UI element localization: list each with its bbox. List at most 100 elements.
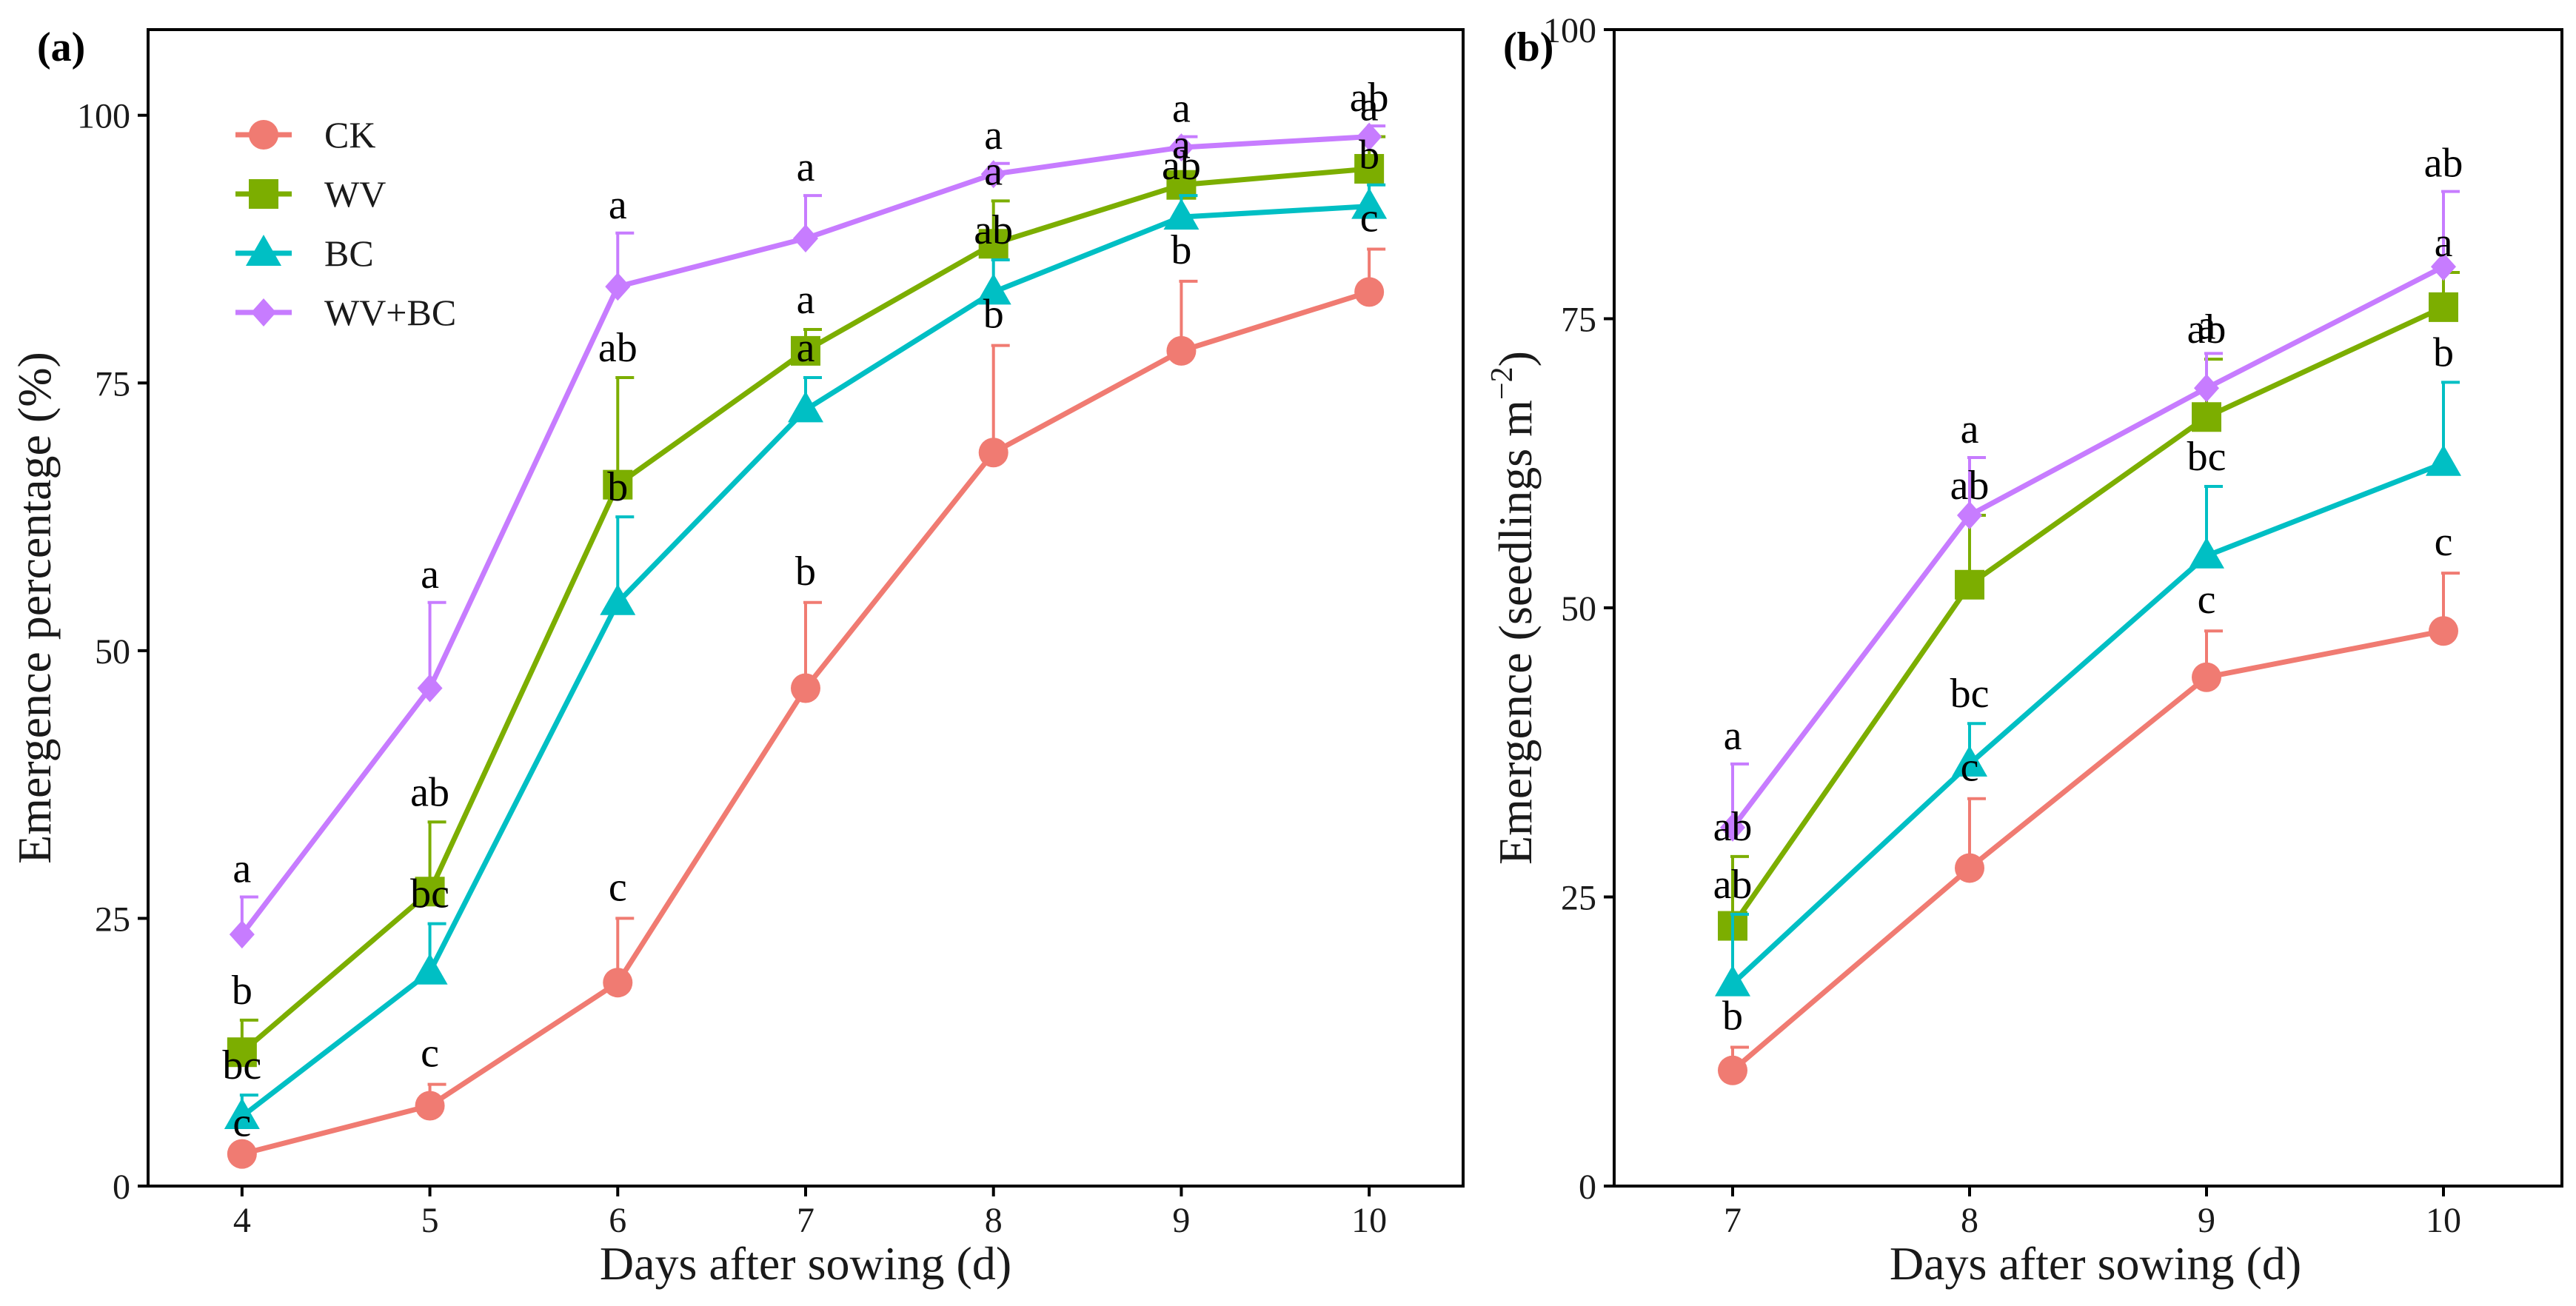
panel-a-point-wv-plus-bc xyxy=(229,920,255,949)
panel-a-sig-letter: bc xyxy=(410,871,449,917)
panel-b-series-wv xyxy=(1718,271,2460,941)
legend-item-bc: BC xyxy=(235,232,374,274)
panel-b-x-tick-label: 8 xyxy=(1961,1201,1978,1240)
panel-a-sig-letter: b xyxy=(795,549,816,595)
legend-label: WV+BC xyxy=(324,292,456,333)
panel-a-point-bc xyxy=(224,1097,260,1129)
panel-b-y-axis-title-sup: −2 xyxy=(1485,366,1519,400)
panel-a-sig-letter: ab xyxy=(974,207,1013,253)
panel-b-sig-letter: ab xyxy=(1950,463,1990,509)
panel-a-sig-letter: b xyxy=(232,968,252,1014)
panel-a-point-wv-plus-bc xyxy=(1168,133,1194,162)
panel-b-x-tick-label: 9 xyxy=(2198,1201,2215,1240)
panel-b-point-wv-plus-bc xyxy=(1957,501,1982,530)
panel-b-y-tick-label: 0 xyxy=(1579,1168,1596,1207)
panel-b-letters-wv-plus-bc: a a a ab xyxy=(1724,141,2463,759)
panel-a-sig-letter: a xyxy=(421,552,439,597)
panel-a-point-wv-plus-bc xyxy=(605,272,631,301)
panel-a-x-tick-label: 5 xyxy=(421,1201,439,1240)
panel-a-sig-letter: c xyxy=(421,1031,439,1076)
panel-a-point-bc xyxy=(1163,198,1200,230)
panel-b-point-bc xyxy=(2189,537,2224,569)
panel-b-y-tick-label: 25 xyxy=(1561,879,1596,918)
panel-a-sig-letter: a xyxy=(797,277,815,323)
panel-a-point-ck xyxy=(1166,335,1197,366)
panel-b-point-wv-plus-bc xyxy=(2431,252,2456,281)
panel-a-sig-letter: ab xyxy=(410,769,449,815)
panel-a-point-ck xyxy=(415,1091,445,1121)
panel-a-x-axis-title: Days after sowing (d) xyxy=(600,1237,1011,1290)
panel-b-y-tick-label: 75 xyxy=(1561,301,1596,340)
panel-a-x-tick-label: 7 xyxy=(797,1201,814,1240)
panel-a-y-axis-title: Emergence percentage (%) xyxy=(8,352,61,864)
panel-b-y-axis-title: Emergence (seedlings m−2) xyxy=(1485,351,1542,865)
panel-a-series-wv-plus-bc xyxy=(229,122,1386,949)
legend-marker xyxy=(249,120,278,150)
legend-item-wv: WV xyxy=(235,173,386,215)
panel-b-x-tick-label: 7 xyxy=(1724,1201,1742,1240)
panel-b-sig-letter: bc xyxy=(1950,671,1990,717)
legend-label: BC xyxy=(324,232,374,274)
panel-a-sig-letter: bc xyxy=(222,1042,261,1088)
panel-b-sig-letter: b xyxy=(2433,329,2454,375)
panel-a-point-ck xyxy=(227,1139,257,1169)
panel-b-series-wv-plus-bc xyxy=(1720,190,2460,842)
panel-b-sig-letter: ab xyxy=(1713,804,1753,850)
panel-b-y-axis-title-main: Emergence (seedlings m xyxy=(1489,400,1542,865)
panel-a-sig-letter: a xyxy=(1172,121,1191,167)
panel-a-point-ck xyxy=(791,673,820,703)
panel-a-series-bc xyxy=(224,183,1388,1129)
panel-a-sig-letter: a xyxy=(1360,84,1379,130)
panel-b-point-ck xyxy=(1718,1055,1747,1085)
legend-marker xyxy=(249,179,278,209)
panel-a-y-tick-label: 75 xyxy=(95,364,130,403)
panel-b-series-bc xyxy=(1715,381,2461,997)
panel-a-sig-letter: ab xyxy=(1162,143,1201,189)
panel-a-sig-letter: b xyxy=(1359,133,1379,178)
legend-item-ck: CK xyxy=(235,114,375,155)
panel-a-point-bc xyxy=(412,953,448,985)
panel-a-sig-letter: ab xyxy=(1350,75,1389,121)
panel-b-line-wv-plus-bc xyxy=(1730,264,2445,829)
panel-b-point-ck xyxy=(2192,662,2221,692)
panel-b-series-ck xyxy=(1718,572,2460,1085)
panel-b-line-bc xyxy=(1730,461,2445,986)
panel-a-point-bc xyxy=(975,273,1011,305)
panel-b-y-tick-label: 100 xyxy=(1543,11,1596,50)
panel-a-sig-letter: c xyxy=(609,864,627,910)
panel-b-point-wv xyxy=(1955,569,1984,600)
panel-a-y-tick-label: 0 xyxy=(113,1168,130,1207)
panel-a-sig-letter: a xyxy=(797,144,815,190)
panel-a-sig-letter: a xyxy=(1172,86,1191,132)
panel-a-point-bc xyxy=(600,583,636,615)
panel-a-sig-letter: a xyxy=(609,182,627,228)
legend-label: CK xyxy=(324,114,375,155)
panel-b-point-ck xyxy=(2429,616,2458,646)
panel-a-sig-letter: a xyxy=(797,325,815,371)
panel-b-x-axis-title: Days after sowing (d) xyxy=(1890,1237,2301,1290)
panel-b-sig-letter: ab xyxy=(2424,141,2463,187)
panel-b-x-tick-label: 10 xyxy=(2426,1201,2461,1240)
panel-b-sig-letter: a xyxy=(1961,406,1979,452)
panel-a-point-bc xyxy=(1351,187,1388,219)
panel-b-letters-bc: ab bc bc b xyxy=(1713,329,2454,908)
panel-b-point-ck xyxy=(1955,853,1984,883)
panel-b-sig-letter: a xyxy=(2198,302,2216,348)
panel-a-point-ck xyxy=(1354,277,1385,307)
panel-a-sig-letter: a xyxy=(984,148,1003,194)
panel-b-sig-letter: a xyxy=(1724,713,1742,759)
panel-a-sig-letter: c xyxy=(232,1100,251,1146)
panel-b-line-wv xyxy=(1730,304,2445,928)
panel-b-y-axis-title-end: ) xyxy=(1489,351,1542,366)
panel-a-point-wv-plus-bc xyxy=(980,160,1006,189)
panel-b-sig-letter: ab xyxy=(1713,862,1753,908)
panel-b-point-wv-plus-bc xyxy=(2194,374,2219,403)
